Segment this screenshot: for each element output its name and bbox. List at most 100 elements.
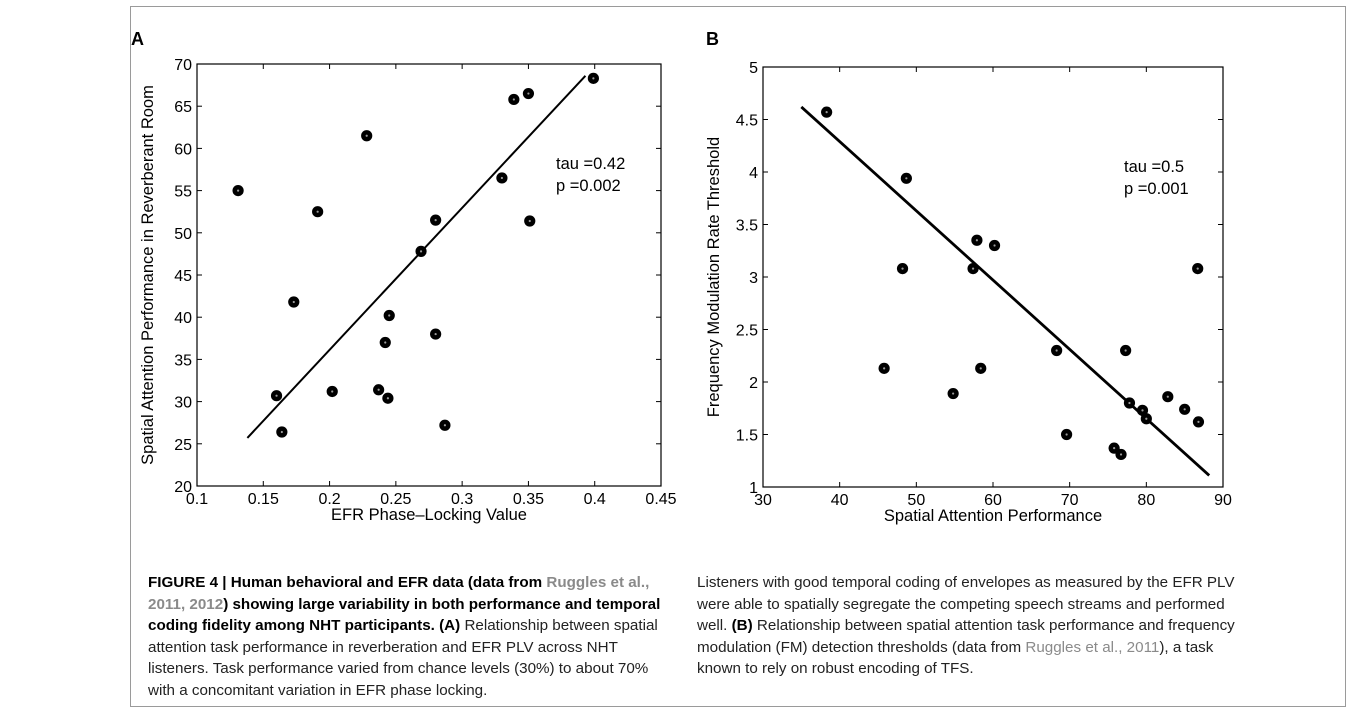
panel-b: B 30 40 50 60 70 80 90 1 1.5 2 2.5 3 3.5 4 4.5 5 Spatial… xyxy=(705,29,1232,525)
data-point-highlight xyxy=(975,239,979,242)
y-tick-label: 5 xyxy=(749,60,758,77)
caption-cite-2: Ruggles et al., 2011 xyxy=(1025,638,1160,656)
data-point-highlight xyxy=(1055,349,1058,352)
stat-annotation: tau =0.42 xyxy=(556,155,625,173)
caption-body-b2: Relationship between spatial attention t… xyxy=(697,617,1235,656)
data-point-highlight xyxy=(1128,401,1131,405)
data-point-highlight xyxy=(979,367,982,370)
x-tick-label: 90 xyxy=(1214,492,1232,509)
data-point-highlight xyxy=(236,189,240,192)
data-point-highlight xyxy=(1183,408,1186,411)
plot-frame xyxy=(196,63,662,487)
data-point-highlight xyxy=(512,98,515,101)
x-tick-label: 0.3 xyxy=(451,491,473,508)
caption-cite-1: Ruggles et al., 2011, 2012 xyxy=(148,574,650,613)
y-tick-label: 4 xyxy=(749,165,758,182)
x-tick-label: 40 xyxy=(831,492,849,509)
y-tick-label: 4.5 xyxy=(736,113,758,130)
figure-charts: A 0.1 0.15 0.2 0.25 0.3 0.35 0.4 0.452025303540… xyxy=(131,29,1232,525)
caption-title-2: ) showing large variability in both perf… xyxy=(148,595,661,635)
data-point-highlight xyxy=(292,300,295,304)
data-point-highlight xyxy=(993,244,996,247)
x-tick-label: 0.1 xyxy=(186,491,208,508)
y-tick-label: 1 xyxy=(749,480,758,497)
x-tick-label: 30 xyxy=(754,492,772,509)
caption-left: FIGURE 4 | Human behavioral and EFR data… xyxy=(148,572,668,701)
data-point-highlight xyxy=(1145,417,1148,420)
chart-b: 30 40 50 60 70 80 90 1 1.5 2 2.5 3 3.5 4 4.5 5 Spatial A… xyxy=(705,60,1232,525)
x-tick-label: 0.4 xyxy=(584,491,606,508)
chart-a: 0.1 0.15 0.2 0.25 0.3 0.35 0.4 0.45 20 25 30 35 40 45… xyxy=(139,57,677,524)
caption-body-b3: ), a task known to rely on robust encodi… xyxy=(697,638,1214,678)
data-point-highlight xyxy=(592,77,595,80)
y-tick-label: 3 xyxy=(749,270,758,287)
stat-annotation: tau =0.5 xyxy=(1124,158,1184,176)
x-axis-label: EFR Phase–Locking Value xyxy=(331,506,527,524)
x-tick-label: 0.35 xyxy=(513,491,544,508)
x-tick-label: 0.25 xyxy=(380,491,411,508)
y-tick-label: 35 xyxy=(174,352,192,369)
data-point-highlight xyxy=(901,267,904,270)
panel-a-letter: A xyxy=(131,29,144,49)
y-tick-label: 25 xyxy=(174,437,192,454)
data-point-highlight xyxy=(275,394,278,397)
x-tick-label: 60 xyxy=(984,492,1002,509)
data-point-highlight xyxy=(1124,349,1127,352)
data-point-highlight xyxy=(443,424,447,427)
y-tick-label: 3.5 xyxy=(736,218,758,235)
data-point-highlight xyxy=(384,341,387,344)
data-point-highlight xyxy=(971,267,975,270)
stat-annotation: p =0.002 xyxy=(556,177,621,195)
stat-annotation: p =0.001 xyxy=(1124,180,1189,198)
y-tick-label: 45 xyxy=(174,268,192,285)
data-point-highlight xyxy=(316,210,319,213)
data-point-highlight xyxy=(434,332,437,336)
panel-b-letter: B xyxy=(706,29,719,49)
x-tick-label: 0.45 xyxy=(645,491,676,508)
x-axis-label: Spatial Attention Performance xyxy=(884,507,1102,525)
data-point-highlight xyxy=(365,134,368,137)
y-tick-label: 55 xyxy=(174,184,192,201)
data-point-highlight xyxy=(280,430,283,434)
figure-frame xyxy=(130,6,1346,707)
data-point-highlight xyxy=(952,392,955,395)
data-point-highlight xyxy=(377,388,380,391)
data-point-highlight xyxy=(500,176,504,180)
y-tick-label: 40 xyxy=(174,310,192,327)
caption-body-a: Relationship between spatial attention t… xyxy=(148,617,658,699)
data-point-highlight xyxy=(331,390,334,393)
regression-line xyxy=(246,75,587,439)
data-point-highlight xyxy=(527,92,530,95)
data-point-highlight xyxy=(905,177,908,180)
caption-body-b1: Listeners with good temporal coding of e… xyxy=(697,574,1235,634)
y-axis-label: Frequency Modulation Rate Threshold xyxy=(705,137,723,417)
data-point-highlight xyxy=(1113,447,1116,450)
y-tick-label: 20 xyxy=(174,479,192,496)
data-point-highlight xyxy=(1166,395,1169,398)
x-tick-label: 80 xyxy=(1137,492,1155,509)
y-tick-label: 1.5 xyxy=(736,428,758,445)
caption-title: FIGURE 4 | Human behavioral and EFR data… xyxy=(148,574,547,591)
x-tick-label: 50 xyxy=(907,492,925,509)
data-point-highlight xyxy=(388,314,391,317)
y-tick-label: 70 xyxy=(174,57,192,74)
data-point-highlight xyxy=(825,111,828,114)
data-point-highlight xyxy=(883,367,886,370)
caption-label-a: (A) xyxy=(439,617,461,634)
data-point-highlight xyxy=(419,250,423,253)
y-tick-label: 65 xyxy=(174,99,192,116)
caption-right: Listeners with good temporal coding of e… xyxy=(697,572,1252,680)
data-point-highlight xyxy=(434,219,437,222)
x-tick-label: 70 xyxy=(1061,492,1079,509)
data-point-highlight xyxy=(1141,409,1144,412)
y-axis-label: Spatial Attention Performance in Reverbe… xyxy=(139,85,157,465)
y-tick-label: 2 xyxy=(749,375,758,392)
panel-a: A 0.1 0.15 0.2 0.25 0.3 0.35 0.4 0.45 20 25 30 35 40… xyxy=(131,29,677,524)
y-tick-label: 2.5 xyxy=(736,323,758,340)
x-tick-label: 0.2 xyxy=(318,491,340,508)
caption-label-b: (B) xyxy=(731,617,753,634)
y-tick-label: 60 xyxy=(174,141,192,158)
data-point-highlight xyxy=(1197,420,1200,423)
data-point-highlight xyxy=(528,219,531,223)
y-tick-label: 30 xyxy=(174,395,192,412)
